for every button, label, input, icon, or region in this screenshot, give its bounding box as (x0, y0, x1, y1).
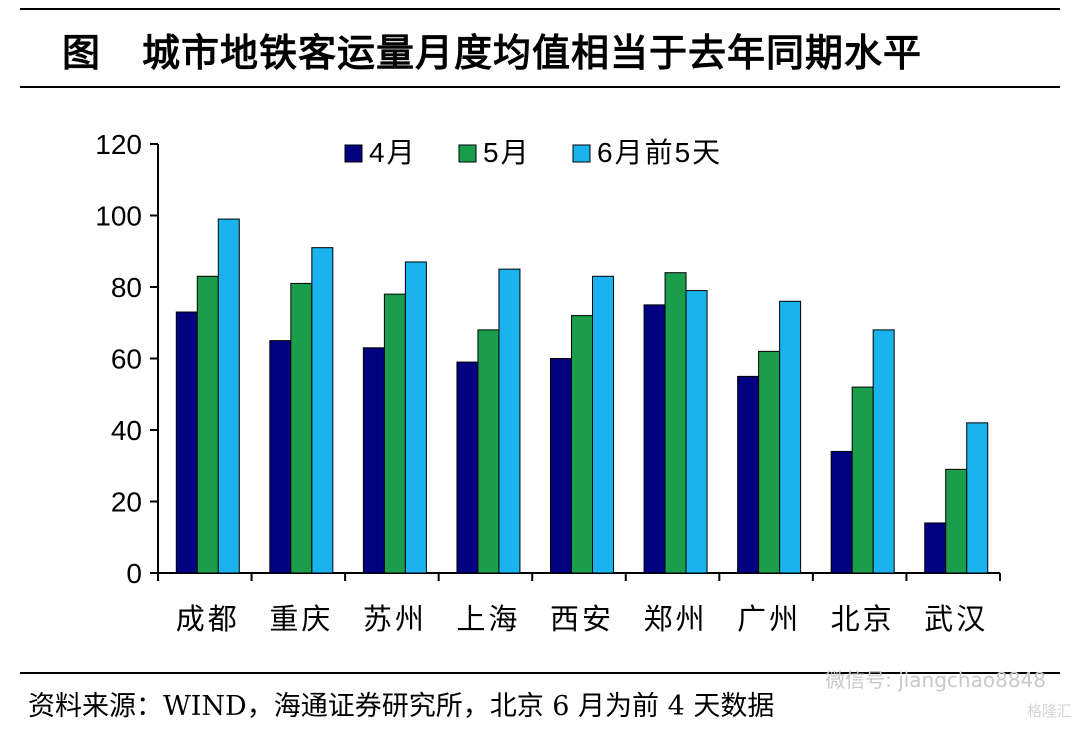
bar (498, 268, 521, 574)
bar (830, 450, 853, 574)
bar (945, 468, 968, 574)
bar (872, 329, 895, 574)
bar (175, 311, 198, 574)
bar (362, 347, 385, 574)
legend-swatch (344, 144, 363, 163)
title-rule-bottom (20, 86, 1060, 88)
legend-label: 4月 (369, 137, 417, 168)
bar (311, 247, 334, 574)
bar (456, 361, 479, 574)
x-tick-label: 成都 (176, 602, 240, 636)
bar (966, 422, 989, 574)
bar (592, 275, 614, 574)
x-tick-label: 苏州 (363, 602, 427, 636)
footer-rule (20, 672, 1060, 674)
y-tick-label: 80 (111, 272, 142, 303)
bar (685, 290, 708, 574)
bar (643, 304, 666, 574)
x-tick-label: 上海 (456, 602, 520, 636)
legend-swatch (572, 144, 591, 163)
x-tick-label: 重庆 (269, 602, 333, 636)
y-tick-label: 60 (111, 344, 142, 375)
legend-label: 6月前5天 (597, 137, 722, 168)
x-tick-label: 北京 (831, 602, 895, 636)
y-tick-label: 120 (95, 129, 142, 160)
bar (217, 218, 240, 574)
legend-swatch (458, 144, 477, 163)
y-tick-label: 20 (111, 487, 142, 518)
bar (196, 275, 219, 574)
title-rule-top (20, 8, 1060, 10)
bar (269, 340, 292, 574)
bar (571, 315, 593, 574)
corner-watermark: 格隆汇 (1026, 702, 1072, 720)
y-tick-label: 0 (126, 558, 142, 589)
y-tick-label: 40 (111, 415, 142, 446)
x-tick-label: 广州 (737, 602, 801, 636)
bar (851, 386, 874, 574)
chart-title: 城市地铁客运量月度均值相当于去年同期水平 (142, 30, 923, 75)
bar (404, 261, 427, 574)
bar (383, 293, 406, 574)
bar (664, 272, 687, 574)
legend-label: 5月 (483, 137, 531, 168)
source-note: 资料来源：WIND，海通证券研究所，北京 6 月为前 4 天数据 (28, 691, 775, 722)
figure-label: 图 (62, 30, 101, 75)
bar (758, 350, 781, 574)
bar (924, 522, 947, 574)
bar (737, 375, 760, 574)
x-tick-label: 武汉 (924, 602, 988, 636)
wechat-watermark: 微信号: jiangchao8848 (825, 668, 1046, 692)
bar (290, 282, 313, 574)
bar (477, 329, 500, 574)
x-tick-label: 西安 (550, 602, 614, 636)
bar (550, 358, 572, 574)
x-tick-label: 郑州 (644, 602, 708, 636)
bar (779, 300, 802, 574)
y-tick-label: 100 (95, 201, 142, 232)
